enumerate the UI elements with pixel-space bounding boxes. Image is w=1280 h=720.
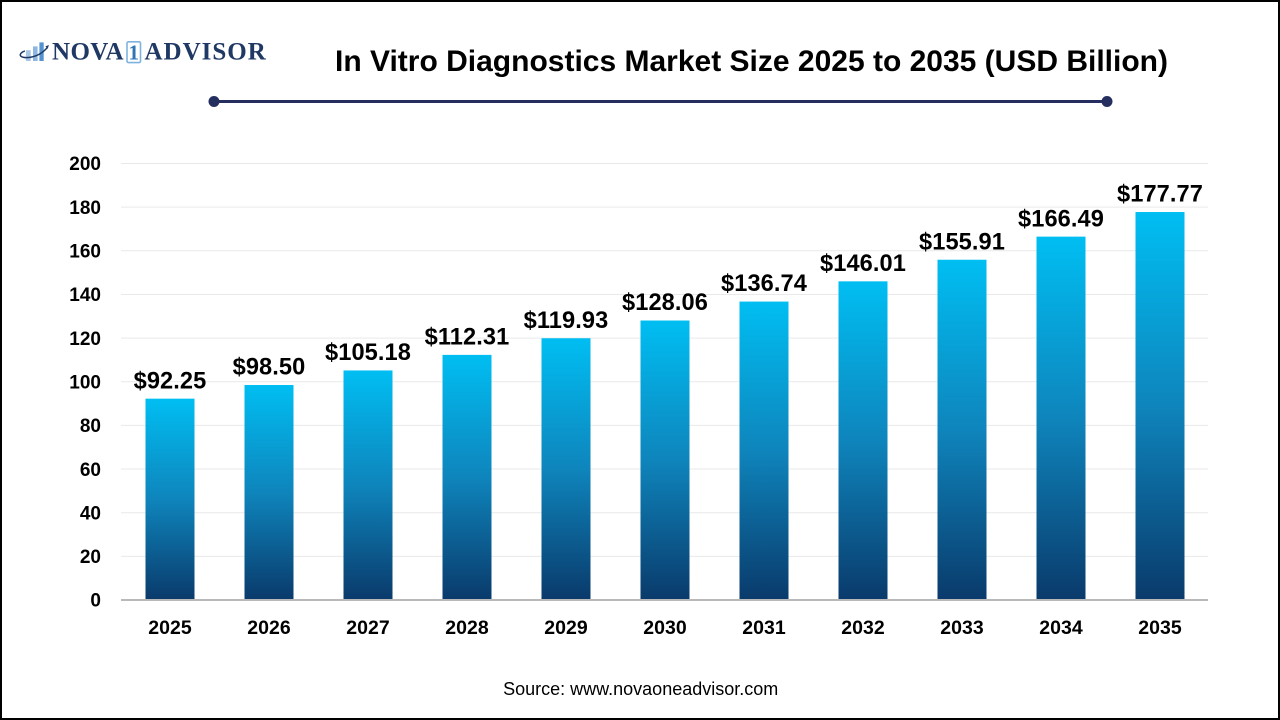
svg-text:$105.18: $105.18 (325, 340, 411, 366)
svg-text:In Vitro Diagnostics Market Si: In Vitro Diagnostics Market Size 2025 to… (335, 45, 1168, 78)
svg-text:80: 80 (80, 416, 101, 437)
svg-text:$136.74: $136.74 (721, 271, 807, 297)
svg-text:$119.93: $119.93 (524, 308, 609, 334)
svg-text:$166.49: $166.49 (1018, 206, 1104, 232)
svg-text:2030: 2030 (643, 617, 687, 639)
svg-text:40: 40 (80, 503, 101, 524)
svg-text:20: 20 (80, 547, 101, 568)
svg-text:$92.25: $92.25 (134, 368, 207, 394)
svg-text:140: 140 (69, 285, 101, 306)
svg-text:$146.01: $146.01 (820, 251, 906, 277)
svg-text:NOVA: NOVA (52, 39, 124, 66)
svg-text:2025: 2025 (148, 617, 192, 639)
svg-text:2033: 2033 (940, 617, 984, 639)
svg-text:100: 100 (69, 372, 101, 393)
svg-text:120: 120 (69, 329, 101, 350)
svg-text:2027: 2027 (346, 617, 389, 639)
svg-text:0: 0 (90, 591, 101, 612)
svg-text:200: 200 (69, 154, 101, 175)
svg-text:$128.06: $128.06 (622, 290, 708, 316)
svg-text:2035: 2035 (1138, 617, 1182, 639)
svg-text:2026: 2026 (247, 617, 291, 639)
svg-text:$155.91: $155.91 (919, 229, 1005, 255)
svg-text:$98.50: $98.50 (233, 355, 306, 381)
svg-text:$112.31: $112.31 (425, 325, 510, 351)
svg-text:160: 160 (69, 242, 101, 263)
svg-text:1: 1 (128, 41, 139, 65)
svg-text:60: 60 (80, 460, 101, 481)
svg-text:$177.77: $177.77 (1117, 182, 1203, 208)
svg-text:2029: 2029 (544, 617, 588, 639)
svg-text:2028: 2028 (445, 617, 489, 639)
svg-text:ADVISOR: ADVISOR (145, 39, 267, 66)
svg-text:2034: 2034 (1039, 617, 1083, 639)
svg-text:180: 180 (69, 198, 101, 219)
svg-text:2032: 2032 (841, 617, 885, 639)
svg-text:Source: www.novaoneadvisor.com: Source: www.novaoneadvisor.com (503, 679, 778, 699)
svg-text:2031: 2031 (742, 617, 786, 639)
